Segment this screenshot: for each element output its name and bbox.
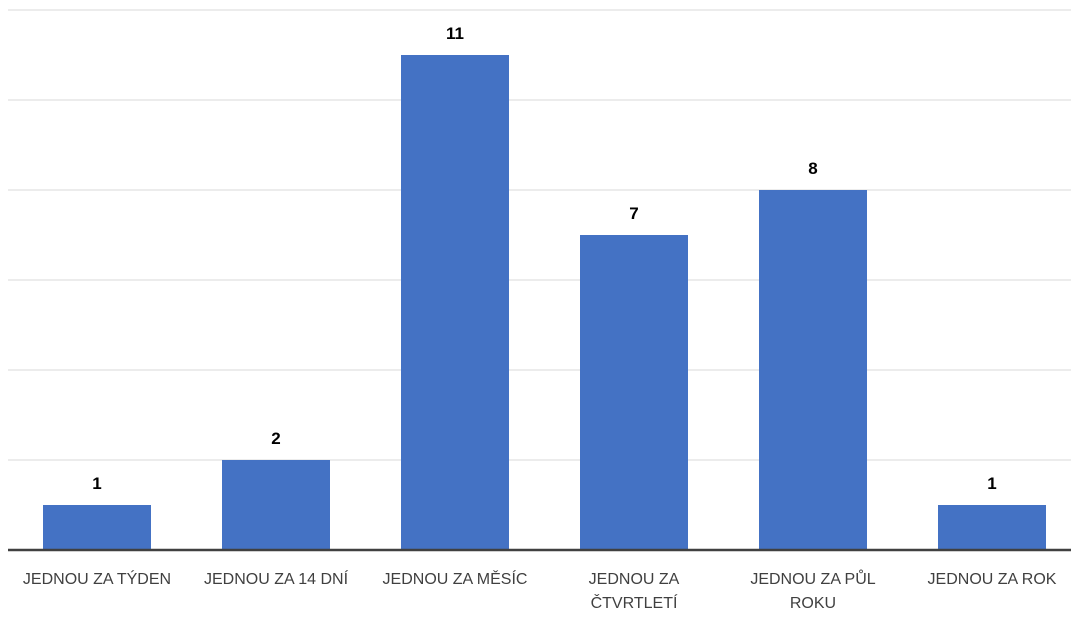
x-tick-label: JEDNOU ZA 14 DNÍ [203,571,349,588]
bar [43,505,151,550]
bar [401,55,509,550]
x-tick-label: JEDNOU ZA MĚSÍC [382,571,528,588]
bar [222,460,330,550]
x-tick-label: JEDNOU ZA PŮL ROKU [750,571,876,612]
x-tick-label: JEDNOU ZA ROK [927,571,1057,588]
data-label: 11 [446,24,464,43]
data-label: 7 [629,204,638,223]
x-tick-label: JEDNOU ZA ČTVRTLETÍ [588,571,680,612]
x-tick-label: JEDNOU ZA TÝDEN [22,571,172,588]
data-label: 1 [987,474,996,493]
data-label: 1 [92,474,101,493]
bar [938,505,1046,550]
data-label: 2 [271,429,280,448]
data-label: 8 [808,159,817,178]
bar [580,235,688,550]
bar [759,190,867,550]
